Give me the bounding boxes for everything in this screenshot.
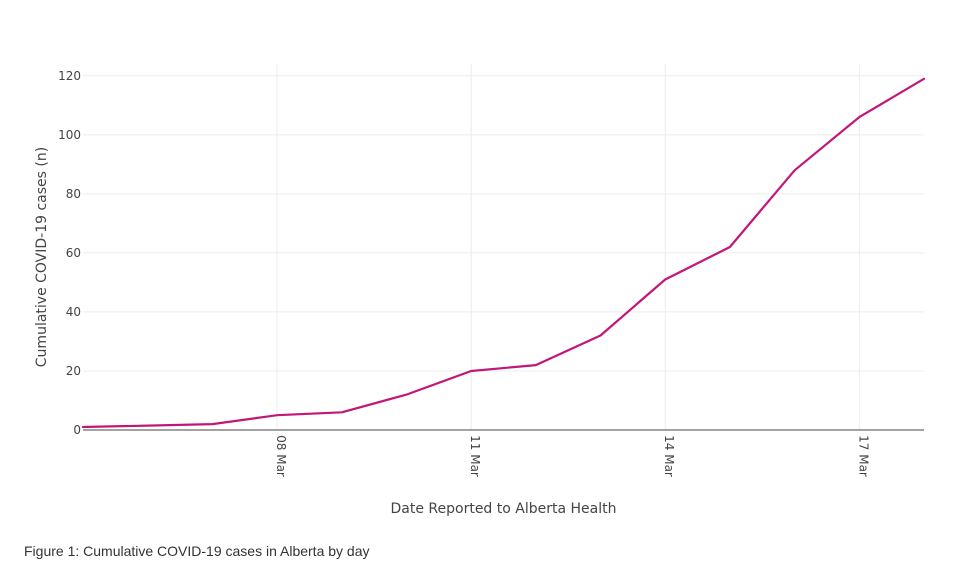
- x-tick-label: 11 Mar: [468, 435, 482, 477]
- y-tick-label: 40: [66, 305, 81, 319]
- x-tick-label: 17 Mar: [856, 435, 870, 477]
- x-axis-title: Date Reported to Alberta Health: [391, 501, 617, 517]
- y-axis-title: Cumulative COVID-19 cases (n): [34, 147, 50, 367]
- x-tick-label: 14 Mar: [662, 435, 676, 477]
- y-tick-label: 0: [73, 423, 81, 437]
- y-tick-label: 80: [66, 187, 81, 201]
- y-tick-label: 120: [58, 69, 81, 83]
- y-tick-label: 60: [66, 246, 81, 260]
- series: [81, 77, 926, 429]
- tick-labels: 0 20 40 60 80 100 120 08 Mar 11 Mar 14 Mar 17 Mar: [58, 69, 870, 477]
- gridlines: [83, 64, 924, 430]
- figure-caption: Figure 1: Cumulative COVID-19 cases in A…: [24, 543, 370, 559]
- y-tick-label: 20: [66, 364, 81, 378]
- series-line: [81, 77, 926, 429]
- x-tick-label: 08 Mar: [274, 435, 288, 477]
- y-tick-label: 100: [58, 128, 81, 142]
